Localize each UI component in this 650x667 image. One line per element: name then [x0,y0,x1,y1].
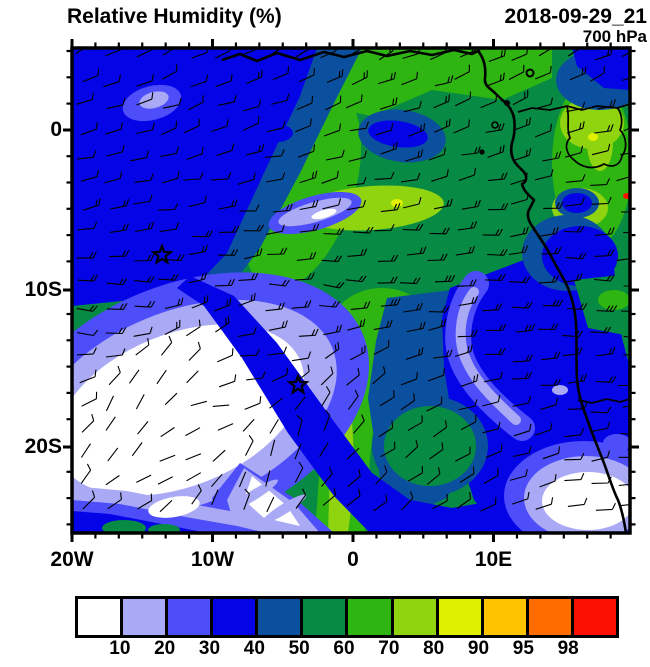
valid-datetime: 2018-09-29_21 [504,5,647,28]
star-markers [150,242,310,395]
colorbar-level-label: 60 [333,638,355,659]
colorbar-cell [303,599,346,635]
colorbar-level-label: 10 [109,638,131,659]
colorbar-level-label: 50 [288,638,310,659]
colorbar-level-label: 40 [243,638,265,659]
star-marker [150,242,174,265]
y-axis-tick-label: 20S [24,435,62,458]
colorbar-level-label: 20 [154,638,176,659]
coastline-and-borders [221,48,630,533]
rh-map-canvas [63,39,639,542]
y-axis-tick-label: 0 [50,118,62,141]
colorbar-cell [213,599,256,635]
colorbar-level-label: 95 [512,638,534,659]
plot-title: Relative Humidity (%) [67,5,282,28]
colorbar-level-label: 70 [378,638,400,659]
colorbar-level-label: 98 [557,638,579,659]
x-axis-tick-label: 20W [50,548,94,571]
rh-filled-contours [72,48,630,533]
pressure-level-label: 700 hPa [582,27,647,46]
colorbar-cell [483,599,526,635]
colorbar-level-label: 30 [198,638,221,659]
colorbar-level-label: 90 [467,638,490,659]
colorbar-cell [348,599,391,635]
colorbar-cell [393,599,436,635]
colorbar-cell [438,599,481,635]
colorbar-cell [78,599,121,635]
star-marker [286,372,310,395]
colorbar-cell [123,599,166,635]
colorbar-cell [573,599,616,635]
colorbar-level-label: 80 [423,638,445,659]
plot-frame [70,46,632,535]
x-axis-tick-label: 10E [474,548,513,571]
colorbar-cell [528,599,571,635]
y-axis-tick-label: 10S [24,278,62,301]
x-axis-tick-label: 10W [190,548,235,571]
colorbar [75,596,619,638]
x-axis-tick-label: 0 [347,548,359,571]
colorbar-cell [258,599,301,635]
colorbar-cell [168,599,211,635]
